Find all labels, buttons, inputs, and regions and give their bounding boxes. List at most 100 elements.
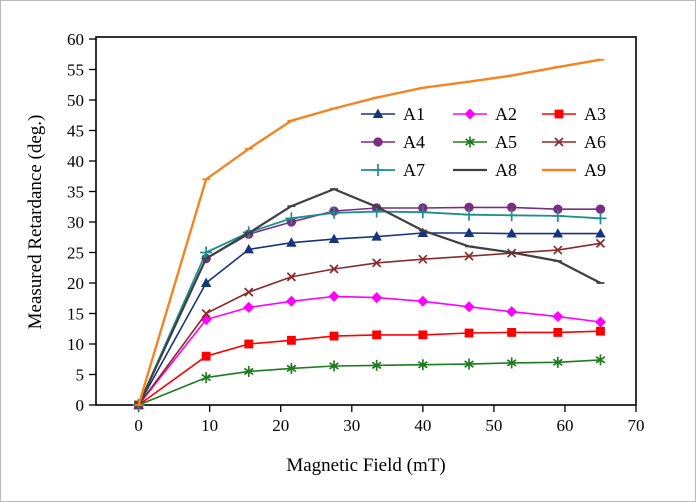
series-A5-point	[201, 372, 212, 384]
series-A1-point	[506, 228, 517, 238]
y-tick-label: 30	[67, 213, 84, 232]
y-tick-label: 5	[76, 366, 85, 385]
series-A6-point	[244, 287, 254, 297]
series-A2-point	[463, 301, 475, 313]
series-A4-point	[506, 202, 517, 213]
x-tick-label: 60	[556, 416, 573, 435]
series-A6-markers	[134, 238, 606, 410]
series-A6-point	[286, 272, 296, 282]
series-A7-point	[551, 209, 564, 222]
legend-item-A8: A8	[453, 160, 517, 180]
chart-legend: A1 A2 A3 A4 A5 A6 A7 A8 A9	[361, 104, 606, 180]
series-A7-point	[463, 208, 476, 221]
legend-label-A4: A4	[403, 132, 425, 152]
series-A2-point	[328, 290, 340, 302]
y-axis-title: Measured Retardance (deg.)	[25, 115, 46, 330]
series-A3-point	[507, 327, 517, 337]
y-tick-label: 35	[67, 183, 84, 202]
series-A3-point	[418, 330, 428, 340]
series-A1-point	[371, 231, 382, 241]
legend-item-A7: A7	[361, 160, 425, 180]
x-tick-label: 30	[343, 416, 360, 435]
series-A3-point	[201, 351, 211, 361]
series-A3-point	[244, 339, 254, 349]
series-A3-markers	[134, 326, 605, 410]
series-A7-point	[328, 206, 341, 219]
series-A2-point	[417, 295, 429, 307]
series-A4-point	[553, 204, 563, 214]
series-A7-point	[285, 212, 298, 225]
legend-label-A6: A6	[584, 132, 606, 152]
series-A3-point	[596, 326, 605, 336]
series-A7-point	[594, 212, 607, 225]
axes-layer: 0 10 20 30 40 50 60 70 0 5 10 15 20 25 30 35 40 45 50 55 60	[67, 30, 645, 435]
x-tick-label: 0	[134, 416, 143, 435]
legend-label-A1: A1	[403, 104, 425, 124]
legend-marker-A6	[554, 137, 564, 147]
series-A6-point	[464, 251, 474, 261]
legend-item-A2: A2	[453, 104, 517, 124]
legend-marker-A3	[554, 109, 564, 119]
series-A1-point	[417, 227, 429, 237]
series-A6-point	[418, 254, 428, 264]
series-A4-point	[595, 204, 606, 214]
series-A5-point	[286, 362, 297, 374]
legend-label-A5: A5	[495, 132, 517, 152]
series-A5-point	[329, 360, 339, 372]
x-tick-label: 10	[201, 416, 218, 435]
series-A2-point	[371, 292, 383, 304]
series-A2-point	[552, 311, 564, 323]
series-A6-line	[137, 242, 601, 406]
series-A1-point	[200, 277, 212, 287]
legend-item-A1: A1	[361, 104, 425, 124]
x-tick-label: 70	[628, 416, 645, 435]
series-A2-point	[243, 301, 255, 313]
series-layer	[132, 58, 607, 411]
series-A1-markers	[133, 227, 606, 409]
series-A5-point	[464, 358, 474, 370]
series-A6-point	[201, 308, 211, 319]
series-A3-point	[464, 328, 474, 338]
legend-marker-A5	[465, 136, 475, 148]
series-A1-point	[552, 228, 564, 238]
legend-marker-A1	[372, 108, 384, 118]
series-A3-point	[372, 330, 382, 340]
legend-item-A4: A4	[361, 132, 425, 152]
y-tick-label: 15	[67, 305, 84, 324]
legend-label-A9: A9	[584, 160, 606, 180]
y-tick-label: 0	[76, 396, 85, 415]
series-A6-point	[595, 238, 606, 248]
legend-item-A5: A5	[453, 132, 517, 152]
series-A7-point	[505, 209, 518, 222]
x-tick-label: 50	[485, 416, 502, 435]
y-tick-label: 45	[67, 122, 84, 141]
legend-label-A8: A8	[495, 160, 517, 180]
series-A7-point	[200, 246, 213, 259]
series-A5-point	[371, 359, 382, 371]
series-A5-point	[243, 365, 254, 377]
legend-label-A2: A2	[495, 104, 517, 124]
series-A7-point	[416, 206, 429, 219]
legend-marker-A7	[372, 164, 384, 176]
series-A5-point	[417, 359, 428, 371]
series-A2-point	[285, 295, 297, 307]
series-A3-point	[286, 335, 296, 345]
series-A3-point	[329, 331, 339, 341]
series-A5-point	[506, 357, 517, 369]
series-A1-point	[243, 243, 254, 254]
series-A1-point	[286, 237, 297, 247]
series-A5-point	[595, 354, 606, 366]
legend-label-A3: A3	[584, 104, 606, 124]
series-A5-point	[552, 356, 563, 368]
series-A2-point	[594, 316, 606, 328]
series-A1-point	[595, 228, 606, 238]
series-A1-point	[328, 233, 340, 244]
series-A3-line	[138, 330, 601, 406]
legend-item-A6: A6	[542, 132, 606, 152]
legend-marker-A2	[464, 108, 476, 120]
y-tick-label: 10	[67, 335, 84, 354]
legend-item-A9: A9	[542, 160, 606, 180]
y-tick-label: 50	[67, 91, 84, 110]
legend-label-A7: A7	[403, 160, 425, 180]
